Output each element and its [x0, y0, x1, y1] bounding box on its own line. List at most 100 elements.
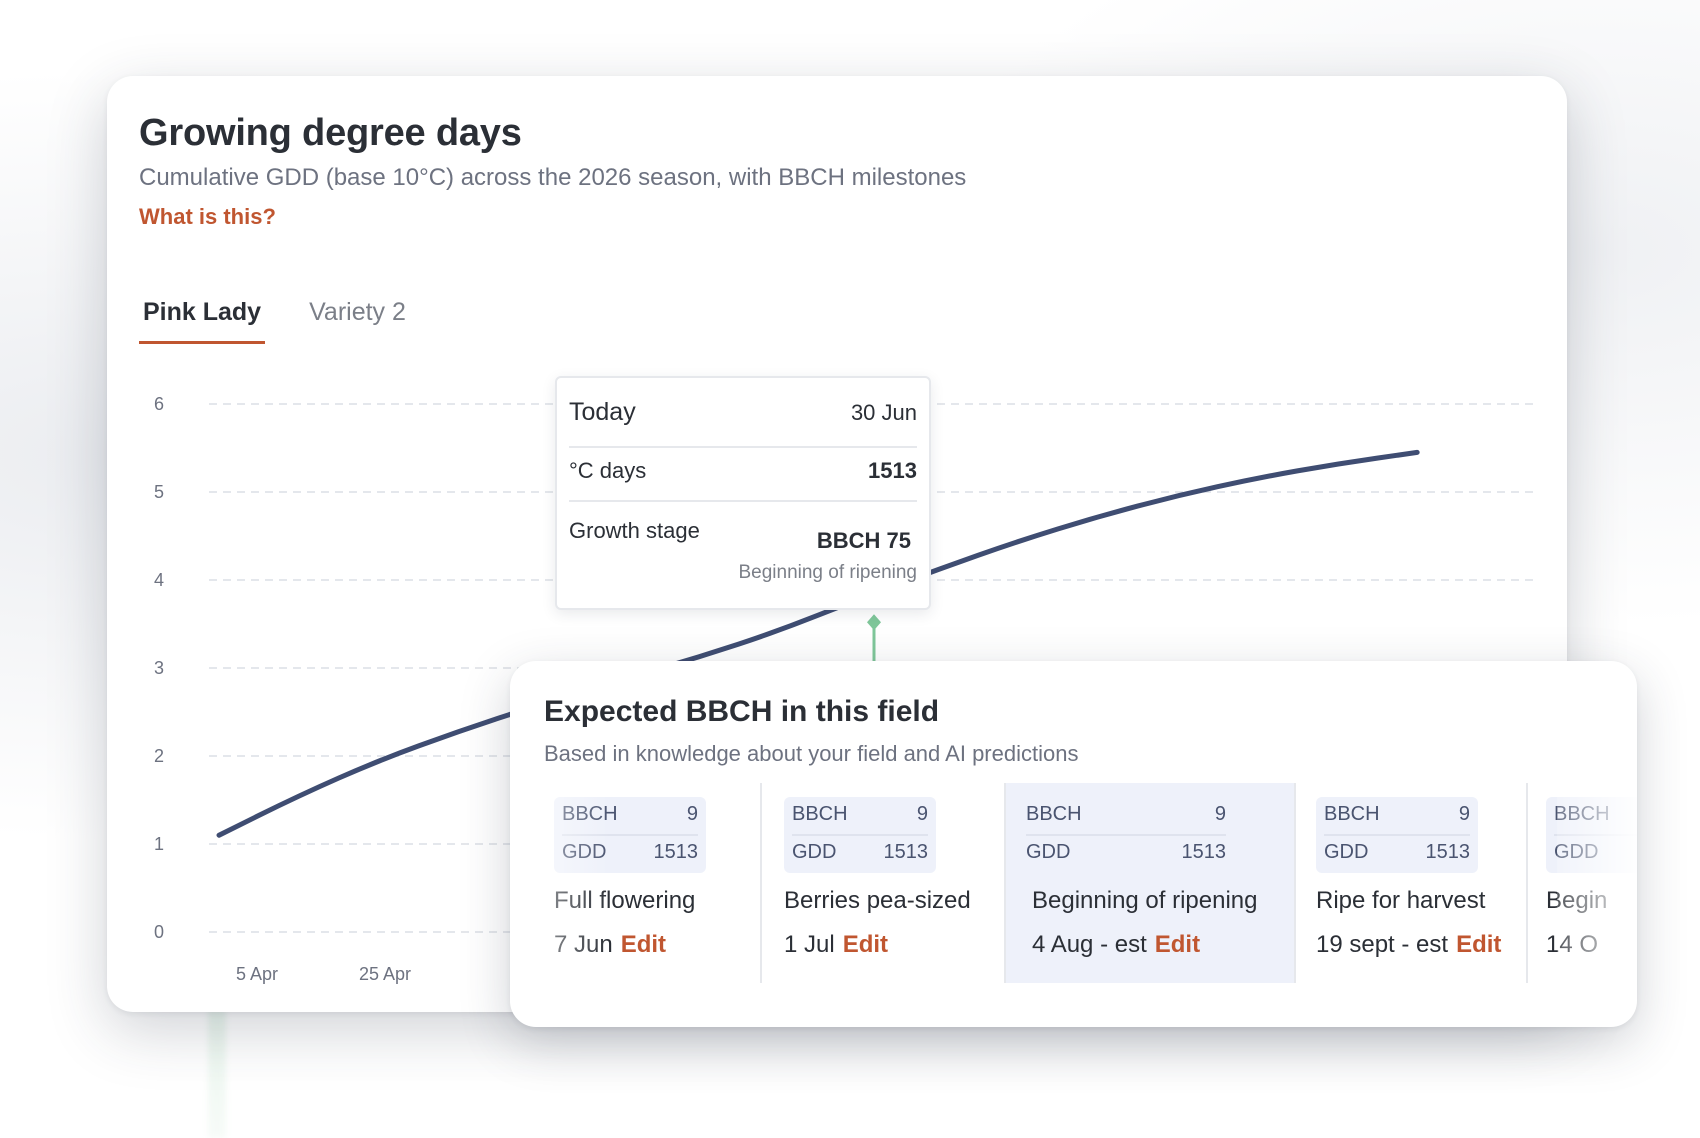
y-tick-label: 4 — [154, 570, 164, 590]
gdd-key: GDD — [1026, 841, 1071, 863]
gdd-value: 1513 — [653, 841, 699, 863]
tooltip-divider — [569, 446, 917, 448]
stage-date-row: 14 O — [1546, 931, 1598, 959]
bbch-key: BBCH — [1324, 803, 1380, 825]
stage-date: 7 Jun — [554, 931, 613, 958]
bbch-chip: BBCH 9 GDD 1513 — [784, 797, 936, 873]
gdd-data-point — [217, 833, 221, 837]
chip-divider — [792, 834, 928, 836]
bbch-chip: BBCH 9 GDD 1513 — [1018, 797, 1234, 873]
bbch-key: BBCH — [1026, 803, 1082, 825]
bbch-stage-item: BBCH 9 GDD 1513 Full flowering 7 Jun Edit — [544, 783, 749, 983]
bbch-value: 9 — [1214, 803, 1226, 825]
stage-divider — [760, 783, 762, 983]
stage-name: Beginning of ripening — [1032, 887, 1258, 914]
bbch-card: Expected BBCH in this field Based in kno… — [510, 661, 1637, 1027]
gdd-data-point — [377, 758, 381, 762]
gdd-data-point — [696, 655, 700, 659]
bbch-stage-item: BBCH 9 GDD 1513 Berries pea-sized 1 Jul Edi… — [774, 783, 999, 983]
gdd-key: GDD — [792, 841, 837, 863]
bbch-stage-list: BBCH 9 GDD 1513 Full flowering 7 Jun Edit B… — [510, 783, 1637, 983]
gdd-data-point — [1096, 515, 1100, 519]
gdd-key: GDD — [562, 841, 607, 863]
bbch-card-subtitle: Based in knowledge about your field and … — [544, 741, 1079, 766]
tooltip-today-date: 30 Jun — [850, 399, 917, 425]
bbch-value: 9 — [686, 803, 698, 825]
edit-button[interactable]: Edit — [842, 931, 889, 958]
gdd-value: 1513 — [1425, 841, 1471, 863]
stage-divider — [1004, 783, 1006, 983]
y-tick-label: 5 — [154, 482, 164, 502]
y-tick-label: 1 — [154, 834, 164, 854]
stage-date: 19 sept - est — [1316, 931, 1449, 958]
gdd-data-point — [1016, 539, 1020, 543]
stage-date: 1 Jul — [784, 931, 835, 958]
tooltip-stage-label: Growth stage — [569, 518, 700, 543]
card-title: Growing degree days — [139, 112, 522, 154]
stage-name: Full flowering — [554, 887, 696, 914]
stage-name: Berries pea-sized — [784, 887, 971, 914]
tooltip-stage-description: Beginning of ripening — [738, 562, 917, 583]
bbch-value: 9 — [1458, 803, 1470, 825]
x-tick-label: 25 Apr — [359, 964, 411, 984]
stage-date-row: 19 sept - est Edit — [1316, 931, 1501, 959]
stage-name: Begin — [1546, 887, 1608, 914]
gdd-key: GDD — [1554, 841, 1599, 863]
gdd-data-point — [1415, 450, 1419, 454]
today-tooltip: Today 30 Jun °C days 1513 Growth stage B… — [555, 376, 931, 610]
gdd-data-point — [936, 567, 940, 571]
gdd-series-line — [216, 449, 1420, 838]
chip-divider — [562, 834, 698, 836]
stage-name: Ripe for harvest — [1316, 887, 1486, 914]
tooltip-degree-value: 1513 — [868, 458, 917, 483]
background-decoration — [208, 1010, 226, 1138]
y-tick-label: 6 — [154, 394, 164, 414]
bbch-chip: BBCH 9 GDD 1513 — [1316, 797, 1478, 873]
gdd-data-point — [1255, 476, 1259, 480]
gdd-data-point — [297, 794, 301, 798]
edit-button[interactable]: Edit — [620, 931, 667, 958]
stage-date-row: 1 Jul Edit — [784, 931, 888, 959]
gdd-value: 1513 — [1181, 841, 1227, 863]
gdd-key: GDD — [1324, 841, 1369, 863]
chip-divider — [1324, 834, 1470, 836]
stage-date: 4 Aug - est — [1032, 931, 1147, 958]
x-tick-label: 5 Apr — [236, 964, 278, 984]
tooltip-degree-label: °C days — [569, 458, 647, 483]
bbch-value: 9 — [916, 803, 928, 825]
variety-tabs: Pink Lady Variety 2 — [139, 298, 450, 344]
what-is-this-link[interactable]: What is this? — [139, 204, 276, 229]
chip-divider — [1026, 834, 1226, 836]
edit-button[interactable]: Edit — [1154, 931, 1201, 958]
edit-button[interactable]: Edit — [1456, 931, 1502, 958]
bbch-stage-item-current: BBCH 9 GDD 1513 Beginning of ripening 4 Au… — [1006, 783, 1294, 983]
today-marker-point[interactable] — [867, 614, 882, 631]
bbch-stage-item: BBCH GDD Begin 14 O — [1536, 783, 1637, 983]
gdd-data-point — [776, 629, 780, 633]
tooltip-divider — [569, 500, 917, 502]
tab-pink-lady[interactable]: Pink Lady — [139, 298, 266, 344]
bbch-key: BBCH — [1554, 803, 1610, 825]
bbch-stage-item: BBCH 9 GDD 1513 Ripe for harvest 19 sept -… — [1306, 783, 1526, 983]
tab-variety-2[interactable]: Variety 2 — [309, 298, 406, 326]
chip-divider — [1554, 834, 1637, 836]
stage-divider — [1526, 783, 1528, 983]
gdd-value: 1513 — [883, 841, 929, 863]
y-tick-label: 2 — [154, 746, 164, 766]
gdd-data-point — [457, 729, 461, 733]
bbch-key: BBCH — [562, 803, 618, 825]
stage-date-row: 4 Aug - est Edit — [1032, 931, 1200, 959]
stage-divider — [1294, 783, 1296, 983]
bbch-card-title: Expected BBCH in this field — [544, 695, 940, 728]
y-tick-label: 0 — [154, 922, 164, 942]
gdd-data-point — [1176, 494, 1180, 498]
bbch-chip: BBCH 9 GDD 1513 — [554, 797, 706, 873]
card-subtitle: Cumulative GDD (base 10°C) across the 20… — [139, 164, 967, 191]
bbch-chip: BBCH GDD — [1546, 797, 1637, 873]
tooltip-stage-value: BBCH 75 — [816, 528, 911, 553]
y-tick-label: 3 — [154, 658, 164, 678]
gdd-data-point — [1335, 462, 1339, 466]
stage-date: 14 O — [1546, 931, 1599, 958]
tooltip-today-label: Today — [569, 398, 636, 426]
stage-date-row: 7 Jun Edit — [554, 931, 666, 959]
